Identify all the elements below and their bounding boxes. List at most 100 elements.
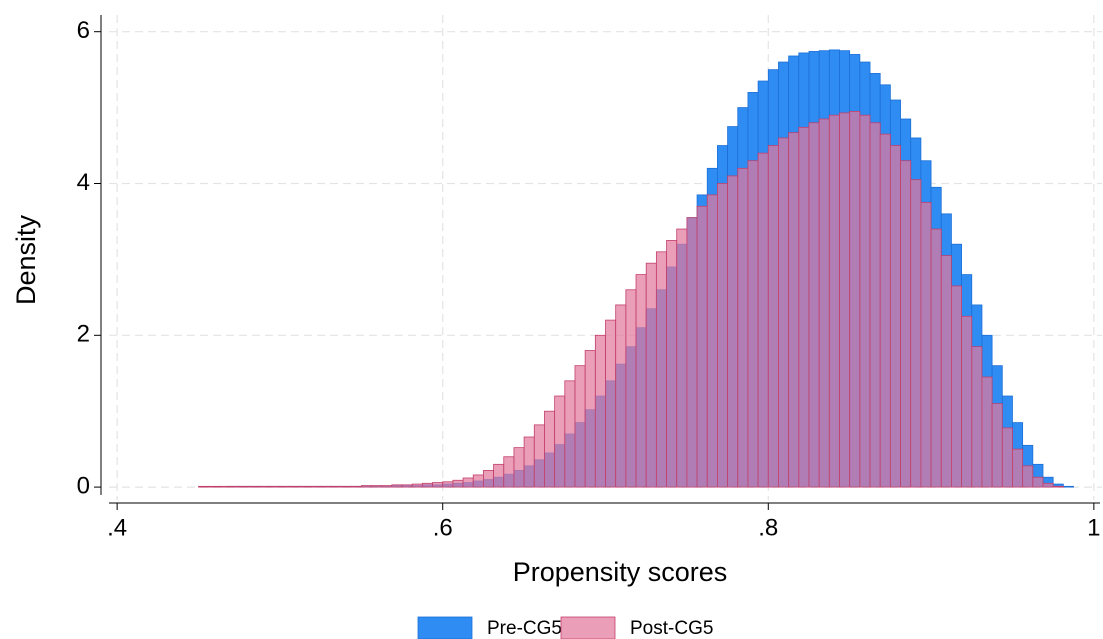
y-axis-title: Density xyxy=(11,214,41,305)
histogram-bar xyxy=(686,217,698,488)
histogram-bar xyxy=(269,485,281,488)
histogram-bar xyxy=(808,122,820,488)
histogram-bar xyxy=(706,194,718,488)
histogram-bar xyxy=(310,485,322,488)
histogram-bar xyxy=(483,469,494,488)
histogram-bar xyxy=(594,334,606,488)
histogram-bar xyxy=(442,481,454,488)
histogram-bar xyxy=(462,477,474,488)
histogram-bar xyxy=(655,251,667,488)
histogram-bar xyxy=(645,262,657,488)
histogram-bar xyxy=(228,485,240,488)
histogram-bar xyxy=(879,133,891,488)
x-axis-title: Propensity scores xyxy=(513,557,728,587)
histogram-bar xyxy=(625,289,637,488)
y-tick-label: 2 xyxy=(77,321,90,348)
histogram-bar xyxy=(544,410,556,488)
histogram-bar xyxy=(930,228,942,488)
histogram-bar xyxy=(961,315,973,488)
histogram-bar xyxy=(279,485,291,488)
histogram-bar xyxy=(421,482,433,488)
histogram-bar xyxy=(533,424,545,488)
histogram-bar xyxy=(523,436,535,488)
histogram-bar xyxy=(391,484,403,488)
histogram-bar xyxy=(218,485,230,488)
histogram-bar xyxy=(757,152,769,488)
y-tick-label: 6 xyxy=(77,17,90,44)
histogram-bar xyxy=(411,483,423,488)
histogram-bar xyxy=(350,485,362,488)
histogram-bar xyxy=(971,346,983,488)
histogram-bar xyxy=(452,479,464,488)
histogram-bar xyxy=(869,122,881,488)
histogram-bar xyxy=(360,485,372,488)
histogram-bar xyxy=(574,365,586,488)
legend-swatch xyxy=(417,616,473,639)
histogram-bar xyxy=(737,167,749,488)
histogram-bar xyxy=(635,274,647,488)
histogram-bar xyxy=(238,485,250,488)
histogram-bar xyxy=(727,175,739,488)
histogram-bar xyxy=(889,145,901,488)
histogram-bar xyxy=(381,485,393,488)
histogram-bar xyxy=(371,485,383,488)
histogram-bar xyxy=(340,485,352,488)
legend-label: Post-CG5 xyxy=(630,618,713,639)
histogram-bar xyxy=(767,145,779,488)
histogram-bar xyxy=(320,485,332,488)
histogram-bar xyxy=(1052,485,1064,488)
histogram-bar xyxy=(503,456,515,488)
x-tick-label: .6 xyxy=(433,514,453,541)
histogram-bar xyxy=(839,112,851,488)
histogram-bar xyxy=(717,183,728,488)
histogram-bar xyxy=(1012,448,1024,488)
histogram-bar xyxy=(818,118,830,488)
histogram-bar xyxy=(910,179,922,488)
y-tick-label: 0 xyxy=(77,472,90,499)
legend-swatch xyxy=(560,616,616,639)
histogram-bar xyxy=(859,114,871,488)
histogram-bar xyxy=(584,350,596,488)
histogram-bar xyxy=(900,160,912,488)
y-tick-label: 4 xyxy=(77,169,90,196)
histogram-bar xyxy=(666,240,678,488)
histogram-bar xyxy=(1022,465,1034,488)
histogram-bar xyxy=(249,485,260,488)
legend-label: Pre-CG5 xyxy=(487,618,562,639)
histogram-bar xyxy=(991,403,1003,488)
histogram-bar xyxy=(615,304,627,488)
histogram-bar xyxy=(849,110,861,488)
histogram-bar xyxy=(208,485,220,488)
histogram-bar xyxy=(432,482,444,488)
histogram-bar xyxy=(299,485,311,488)
x-tick-label: .4 xyxy=(107,514,127,541)
x-tick-label: 1 xyxy=(1087,514,1100,541)
histogram-bar xyxy=(513,447,525,488)
histogram-bar xyxy=(747,160,759,488)
histogram-bar xyxy=(1001,427,1013,488)
histogram-bar xyxy=(828,114,840,488)
histogram-bar xyxy=(198,485,210,488)
histogram-bar xyxy=(981,376,993,488)
histogram-bar xyxy=(920,202,932,488)
histogram-bar xyxy=(788,132,800,488)
histogram-bar xyxy=(554,395,566,488)
histogram-bar xyxy=(1042,482,1054,488)
histogram-bar xyxy=(940,255,952,488)
histogram-bar xyxy=(472,474,484,488)
histogram-bar xyxy=(259,485,271,488)
histogram-bar xyxy=(564,380,576,488)
histogram-bar xyxy=(1032,476,1044,488)
histogram-bar xyxy=(401,484,413,488)
histogram-bar xyxy=(289,485,301,488)
x-tick-label: .8 xyxy=(758,514,778,541)
histogram-bar xyxy=(798,126,810,488)
histogram-bar xyxy=(605,319,617,488)
histogram-bar xyxy=(676,228,688,488)
histogram-bar xyxy=(696,205,708,488)
histogram-bar xyxy=(1062,485,1074,488)
histogram-bar xyxy=(330,485,342,488)
histogram-bar xyxy=(778,137,790,488)
